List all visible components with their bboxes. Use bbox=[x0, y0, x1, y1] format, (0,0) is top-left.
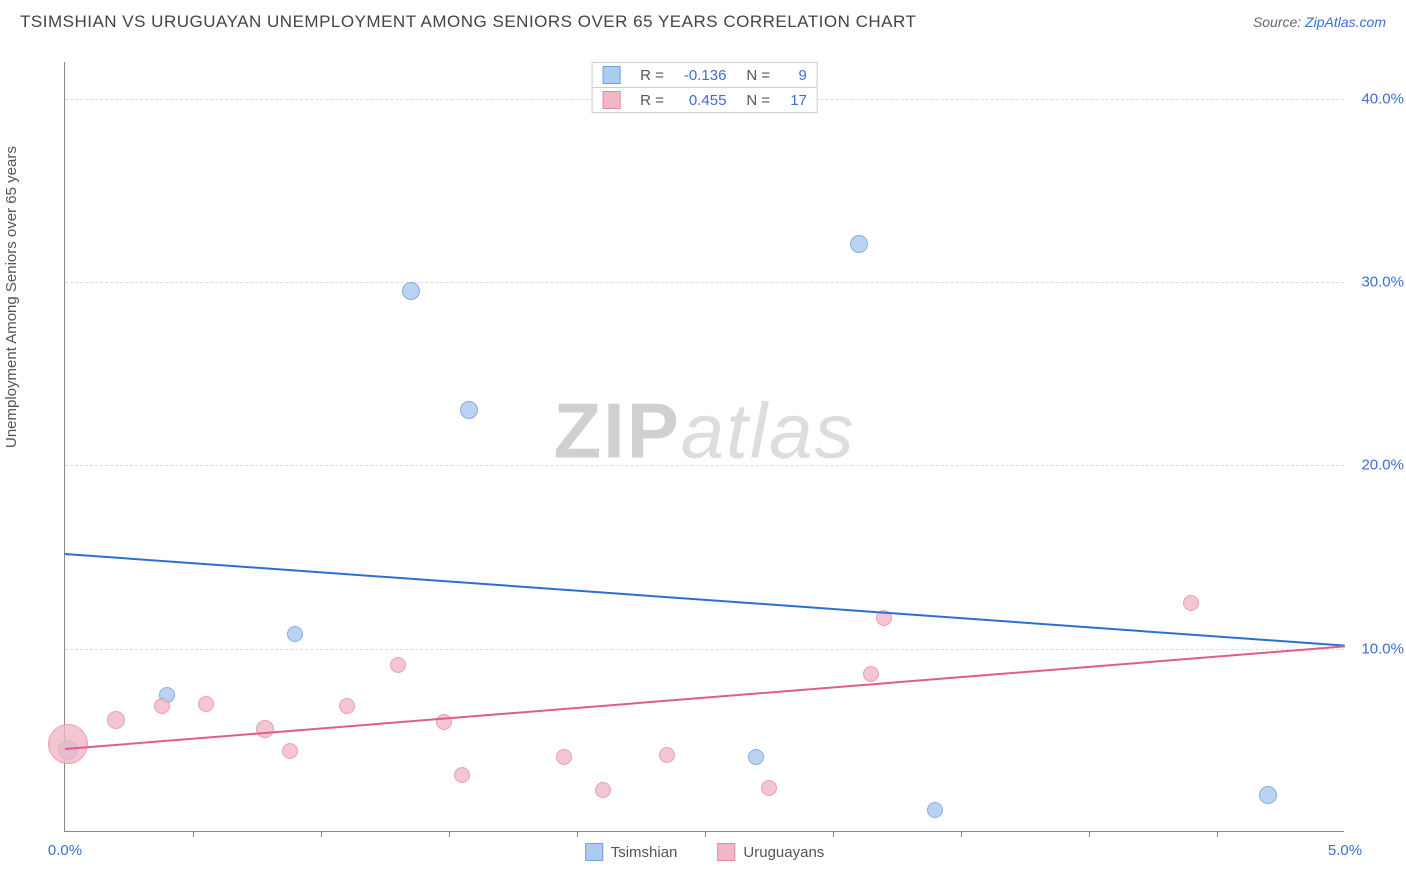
chart-header: TSIMSHIAN VS URUGUAYAN UNEMPLOYMENT AMON… bbox=[0, 0, 1406, 40]
legend-label: Uruguayans bbox=[743, 844, 824, 861]
legend-swatch-tsimshian bbox=[585, 843, 603, 861]
scatter-point-uruguayans bbox=[107, 711, 125, 729]
scatter-point-uruguayans bbox=[154, 698, 170, 714]
chart-title: TSIMSHIAN VS URUGUAYAN UNEMPLOYMENT AMON… bbox=[20, 12, 916, 32]
legend: Tsimshian Uruguayans bbox=[585, 843, 825, 861]
x-tick-mark bbox=[577, 831, 578, 837]
scatter-point-tsimshian bbox=[927, 802, 943, 818]
swatch-uruguayans bbox=[602, 91, 620, 109]
scatter-point-uruguayans bbox=[659, 747, 675, 763]
stats-row-uruguayans: R = 0.455 N = 17 bbox=[592, 88, 817, 113]
y-tick-label: 20.0% bbox=[1361, 457, 1404, 474]
x-tick-mark bbox=[961, 831, 962, 837]
scatter-point-uruguayans bbox=[556, 749, 572, 765]
x-tick-mark bbox=[193, 831, 194, 837]
x-tick-mark bbox=[449, 831, 450, 837]
scatter-point-tsimshian bbox=[1259, 786, 1277, 804]
y-axis-title: Unemployment Among Seniors over 65 years bbox=[3, 146, 20, 448]
scatter-point-tsimshian bbox=[850, 235, 868, 253]
scatter-point-uruguayans bbox=[863, 666, 879, 682]
gridline bbox=[65, 282, 1344, 283]
correlation-stats-box: R = -0.136 N = 9 R = 0.455 N = 17 bbox=[591, 62, 818, 113]
scatter-point-uruguayans bbox=[198, 696, 214, 712]
legend-swatch-uruguayans bbox=[717, 843, 735, 861]
legend-item-uruguayans: Uruguayans bbox=[717, 843, 824, 861]
scatter-point-uruguayans bbox=[1183, 595, 1199, 611]
source-citation: Source: ZipAtlas.com bbox=[1253, 14, 1386, 30]
chart-container: Unemployment Among Seniors over 65 years… bbox=[50, 48, 1350, 848]
stats-r-value: -0.136 bbox=[674, 63, 737, 88]
scatter-point-tsimshian bbox=[287, 626, 303, 642]
stats-r-label: R = bbox=[630, 88, 674, 113]
x-tick-mark bbox=[705, 831, 706, 837]
watermark-atlas: atlas bbox=[681, 387, 856, 475]
swatch-tsimshian bbox=[602, 66, 620, 84]
watermark-zip: ZIP bbox=[553, 387, 680, 475]
scatter-point-uruguayans bbox=[339, 698, 355, 714]
stats-n-label: N = bbox=[736, 88, 780, 113]
scatter-point-uruguayans bbox=[282, 743, 298, 759]
scatter-point-uruguayans bbox=[390, 657, 406, 673]
scatter-point-tsimshian bbox=[402, 282, 420, 300]
scatter-point-uruguayans bbox=[256, 720, 274, 738]
stats-r-label: R = bbox=[630, 63, 674, 88]
x-axis-label-left: 0.0% bbox=[48, 842, 82, 859]
scatter-point-tsimshian bbox=[748, 749, 764, 765]
scatter-point-uruguayans bbox=[48, 724, 88, 764]
regression-line-tsimshian bbox=[65, 553, 1345, 647]
stats-r-value: 0.455 bbox=[674, 88, 737, 113]
x-tick-mark bbox=[833, 831, 834, 837]
stats-n-value: 9 bbox=[780, 63, 817, 88]
source-link[interactable]: ZipAtlas.com bbox=[1305, 14, 1386, 30]
gridline bbox=[65, 649, 1344, 650]
y-tick-label: 10.0% bbox=[1361, 640, 1404, 657]
legend-label: Tsimshian bbox=[611, 844, 678, 861]
y-tick-label: 30.0% bbox=[1361, 274, 1404, 291]
x-axis-label-right: 5.0% bbox=[1328, 842, 1362, 859]
regression-line-uruguayans bbox=[65, 645, 1345, 750]
x-tick-mark bbox=[1217, 831, 1218, 837]
stats-row-tsimshian: R = -0.136 N = 9 bbox=[592, 63, 817, 88]
scatter-point-uruguayans bbox=[761, 780, 777, 796]
scatter-point-tsimshian bbox=[460, 401, 478, 419]
plot-area: ZIPatlas R = -0.136 N = 9 R = 0.455 N = … bbox=[64, 62, 1344, 832]
stats-n-label: N = bbox=[736, 63, 780, 88]
stats-n-value: 17 bbox=[780, 88, 817, 113]
x-tick-mark bbox=[1089, 831, 1090, 837]
gridline bbox=[65, 465, 1344, 466]
x-tick-mark bbox=[321, 831, 322, 837]
scatter-point-uruguayans bbox=[454, 767, 470, 783]
scatter-point-uruguayans bbox=[595, 782, 611, 798]
y-tick-label: 40.0% bbox=[1361, 90, 1404, 107]
watermark: ZIPatlas bbox=[553, 386, 855, 477]
legend-item-tsimshian: Tsimshian bbox=[585, 843, 678, 861]
source-label: Source: bbox=[1253, 14, 1305, 30]
